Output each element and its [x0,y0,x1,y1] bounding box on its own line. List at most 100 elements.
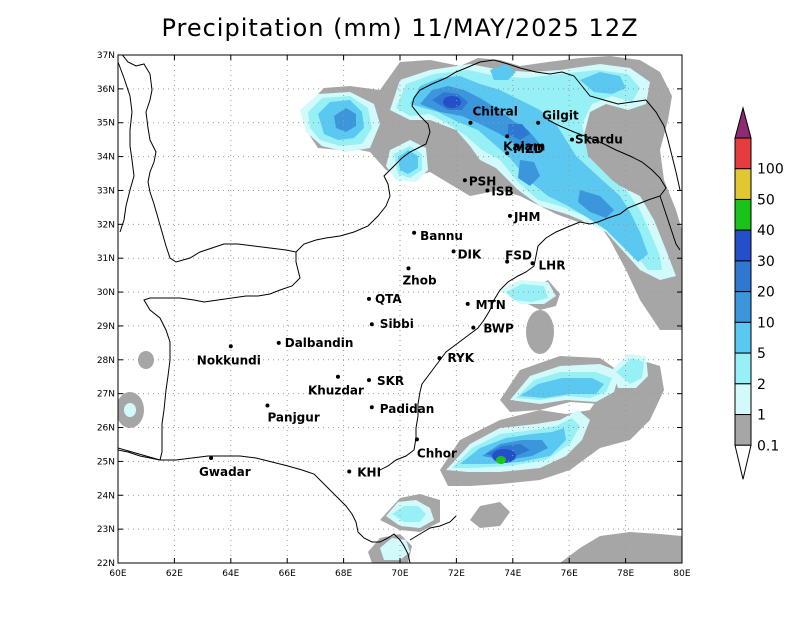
y-tick-label: 36N [97,85,115,95]
city-label: Padidan [380,402,435,416]
colorbar-swatch [734,352,752,385]
precip-contour [580,72,626,94]
city-label: MZD [513,142,544,156]
y-tick-label: 35N [97,119,115,129]
city-marker [228,344,233,349]
city-label: RYK [447,351,474,365]
x-tick-label: 68E [335,569,352,579]
city-label: Nokkundi [197,353,261,367]
y-tick-label: 27N [97,390,115,400]
y-tick-label: 32N [97,220,115,230]
colorbar-level-label: 30 [757,254,775,270]
city-label: Gwadar [199,465,251,479]
colorbar-swatch [734,383,752,416]
city-label: LHR [539,258,566,272]
colorbar-bottom-arrow [734,444,752,480]
pakistan-afghan-border-east [295,67,467,253]
city-label: Bannu [420,229,463,243]
city-label: Dalbandin [285,336,354,350]
colorbar-level-label: 10 [757,315,775,331]
city-marker [530,261,535,266]
colorbar-swatch [734,168,752,200]
precip-contour [526,310,554,354]
colorbar-swatch [734,291,752,323]
city-marker [406,266,411,271]
precip-contour [490,64,516,80]
city-marker [366,378,371,383]
city-marker [451,249,456,254]
city-marker [536,120,541,125]
axis-ticks: 60E 62E 64E 66E 68E 70E 72E 74E 76E 78E 80E 22N 23N 2… [97,51,691,579]
city-marker [505,259,510,264]
city-marker [414,437,419,442]
colorbar-swatch [734,229,752,262]
x-tick-label: 80E [673,569,690,579]
city-label: Chhor [417,446,457,460]
x-tick-label: 76E [561,569,578,579]
x-tick-label: 72E [448,569,465,579]
colorbar-swatch [734,321,752,354]
y-tick-label: 34N [97,153,115,163]
city-label: Gilgit [542,109,579,123]
precip-contour [496,456,506,464]
china-india-border [645,99,681,191]
x-tick-label: 70E [391,569,408,579]
y-tick-label: 26N [97,424,115,434]
city-label: Chitral [473,105,518,119]
precip-contour [443,96,461,108]
precipitation-fields [118,56,682,563]
city-marker [505,134,510,139]
y-tick-label: 22N [97,559,115,569]
precip-contour [518,160,540,186]
city-label: Khuzdar [308,384,364,398]
city-marker [366,296,371,301]
precip-contour [138,351,154,369]
pakistan-china-border [465,59,647,105]
iran-border [118,61,135,233]
city-label: Skardu [575,133,623,147]
y-tick-label: 28N [97,356,115,366]
precip-contour [334,108,356,132]
colorbar-top-arrow [734,106,752,139]
precip-contour [470,502,510,528]
y-tick-label: 29N [97,322,115,332]
city-marker [347,469,352,474]
city-marker [468,120,473,125]
precip-contour [506,284,548,302]
x-tick-label: 64E [222,569,239,579]
city-label: BWP [483,322,514,336]
city-marker [437,356,442,361]
city-marker [209,456,214,461]
political-borders [118,55,681,563]
precip-contour [398,150,418,174]
x-tick-label: 66E [279,569,296,579]
city-marker [570,137,575,142]
city-marker [471,325,476,330]
city-marker [335,374,340,379]
map-title: Precipitation (mm) 11/MAY/2025 12Z [161,14,639,42]
colorbar-swatch [734,198,752,231]
city-label: Panjgur [267,411,319,425]
y-tick-label: 25N [97,457,115,467]
city-label: PSH [469,174,496,188]
city-marker [462,178,467,183]
city-marker [412,230,417,235]
precip-contour [578,190,614,218]
colorbar-level-label: 100 [757,162,784,178]
precip-contour [520,378,604,398]
precip-contour [508,124,530,140]
y-tick-label: 23N [97,525,115,535]
city-label: MTN [476,298,506,312]
colorbar-level-label: 20 [757,285,775,301]
precip-contour [616,358,644,384]
city-label: Zhob [402,273,436,287]
x-tick-label: 74E [504,569,521,579]
y-tick-label: 37N [97,51,115,61]
colorbar-swatch [734,137,752,170]
city-label: Sibbi [380,317,414,331]
x-tick-label: 78E [617,569,634,579]
gujarat-coast [409,515,457,541]
